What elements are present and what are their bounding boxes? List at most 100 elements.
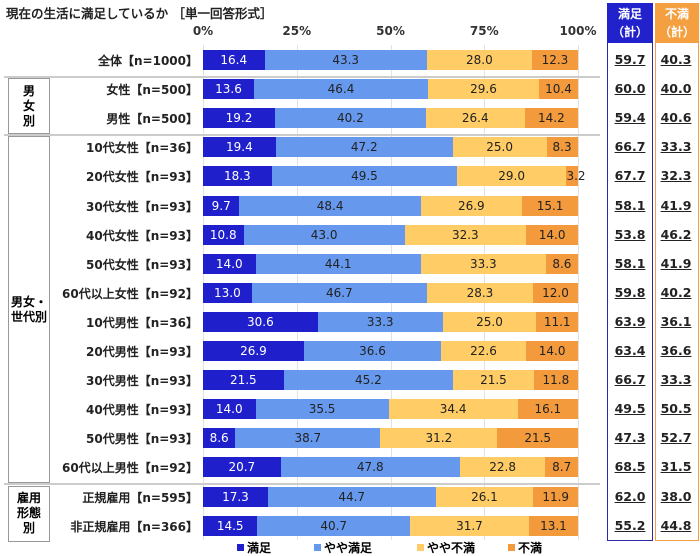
- data-label: 10.8: [209, 227, 237, 242]
- data-label: 28.3: [466, 285, 494, 300]
- legend-item: やや不満: [417, 539, 475, 556]
- satisfied-total-value: 49.5: [614, 401, 646, 417]
- row-label: 全体【n=1000】: [98, 54, 198, 68]
- satisfied-total-value: 59.7: [614, 52, 646, 67]
- row-label: 男性【n=500】: [106, 112, 198, 127]
- data-label: 8.6: [209, 431, 229, 446]
- dissatisfied-total-value: 40.0: [660, 81, 692, 97]
- bar-segment-やや不満: 25.0: [452, 137, 547, 158]
- data-label: 28.0: [466, 53, 493, 67]
- data-label: 29.0: [498, 169, 525, 184]
- data-label: 14.0: [538, 344, 566, 358]
- chart-title: 現在の生活に満足しているか ［単一回答形式］: [6, 6, 273, 21]
- bar-segment-やや不満: 31.7: [410, 515, 529, 536]
- bar-segment-やや不満: 29.0: [457, 166, 566, 187]
- data-label: 3.2: [566, 169, 586, 184]
- bar-segment-やや満足: 44.1: [255, 253, 421, 274]
- data-label: 22.6: [470, 344, 497, 358]
- data-label: 48.4: [316, 198, 344, 213]
- bar-segment-やや満足: 47.8: [280, 457, 460, 478]
- legend-label: やや満足: [324, 541, 373, 555]
- bar-segment-やや不満: 22.6: [441, 341, 526, 361]
- bar-segment-不満: 8.3: [546, 137, 578, 158]
- satisfied-total-value: 68.5: [614, 459, 646, 475]
- dissatisfied-total-value: 41.9: [660, 255, 692, 271]
- row-label: 20代男性【n=93】: [86, 345, 198, 359]
- bar-segment-満足: 19.4: [203, 137, 276, 158]
- satisfied-total-value: 63.4: [614, 343, 646, 358]
- x-tick-label: 0%: [192, 24, 214, 38]
- bar-segment-やや不満: 26.9: [420, 195, 522, 216]
- row-label: 60代以上女性【n=92】: [62, 286, 198, 301]
- data-label: 13.0: [214, 285, 241, 300]
- data-label: 14.2: [538, 111, 565, 126]
- data-label: 19.4: [226, 140, 253, 155]
- dissatisfied-total-header: 不満（計）: [655, 3, 699, 43]
- satisfied-total-header-label: 満足（計）: [611, 7, 648, 39]
- bar-segment-やや満足: 43.0: [243, 224, 405, 245]
- data-label: 14.0: [215, 402, 243, 417]
- bar-segment-不満: 11.8: [533, 370, 578, 391]
- data-label: 17.3: [222, 489, 249, 504]
- dissatisfied-total-value: 40.6: [660, 110, 692, 126]
- bar-segment-不満: 12.3: [531, 50, 578, 70]
- satisfied-total-value: 67.7: [614, 168, 646, 184]
- row-label: 40代男性【n=93】: [86, 403, 198, 418]
- data-label: 11.1: [543, 314, 571, 329]
- data-label: 49.5: [351, 169, 378, 184]
- dissatisfied-total-value: 31.5: [660, 459, 692, 475]
- dissatisfied-total-value: 40.3: [660, 52, 692, 67]
- bar-segment-やや不満: 29.6: [428, 79, 539, 100]
- bar-segment-やや不満: 33.3: [420, 253, 546, 274]
- data-label: 47.2: [350, 140, 378, 155]
- bar-segment-不満: 10.4: [539, 79, 578, 100]
- bar-segment-満足: 19.2: [203, 108, 275, 129]
- x-tick-label: 25%: [282, 24, 312, 38]
- bar-segment-満足: 14.5: [203, 515, 258, 536]
- data-label: 21.5: [480, 373, 507, 388]
- data-label: 45.2: [355, 373, 382, 388]
- data-label: 26.4: [461, 111, 489, 126]
- row-label: 30代女性【n=93】: [86, 199, 198, 214]
- bar-segment-不満: 14.0: [525, 224, 579, 245]
- data-label: 43.0: [310, 227, 338, 242]
- data-label: 34.4: [439, 402, 467, 417]
- bar-segment-満足: 21.5: [203, 370, 284, 391]
- bar-segment-やや不満: 28.3: [426, 282, 533, 303]
- satisfied-total-header: 満足（計）: [607, 3, 653, 43]
- row-label: 20代女性【n=93】: [86, 170, 198, 185]
- bar-segment-やや満足: 47.2: [275, 137, 453, 158]
- data-label: 20.7: [228, 460, 256, 475]
- satisfied-total-value: 58.1: [614, 255, 646, 271]
- row-label: 50代男性【n=93】: [86, 432, 198, 447]
- row-label: 50代女性【n=93】: [86, 257, 198, 272]
- data-label: 30.6: [247, 314, 274, 329]
- data-label: 14.0: [538, 227, 566, 242]
- bar-segment-不満: 3.2: [566, 166, 586, 187]
- bar-segment-やや不満: 34.4: [388, 399, 518, 420]
- bar-segment-不満: 12.0: [533, 282, 578, 303]
- bar-segment-不満: 8.6: [545, 253, 578, 274]
- data-label: 21.5: [524, 431, 552, 446]
- bar-segment-やや満足: 49.5: [271, 166, 458, 187]
- data-label: 25.0: [486, 140, 513, 155]
- dissatisfied-total-value: 52.7: [660, 430, 692, 446]
- x-tick-label: 50%: [376, 24, 405, 38]
- data-label: 10.4: [545, 82, 572, 97]
- data-label: 46.7: [325, 285, 353, 300]
- row-label: 非正規雇用【n=366】: [70, 519, 198, 534]
- bar-segment-やや不満: 26.4: [425, 108, 525, 129]
- legend-swatch: [314, 544, 321, 551]
- bar-segment-やや不満: 26.1: [435, 486, 534, 507]
- gridline: [578, 45, 579, 540]
- data-label: 16.1: [534, 402, 562, 417]
- satisfied-total-value: 47.3: [614, 430, 646, 446]
- bar-segment-満足: 16.4: [203, 50, 265, 70]
- bar-segment-満足: 9.7: [203, 195, 240, 216]
- bar-segment-満足: 26.9: [203, 341, 304, 361]
- legend-label: 不満: [518, 541, 543, 555]
- data-label: 14.0: [215, 256, 243, 271]
- bar-segment-満足: 20.7: [203, 457, 281, 478]
- satisfied-total-value: 66.7: [614, 372, 646, 388]
- data-label: 44.7: [338, 489, 366, 504]
